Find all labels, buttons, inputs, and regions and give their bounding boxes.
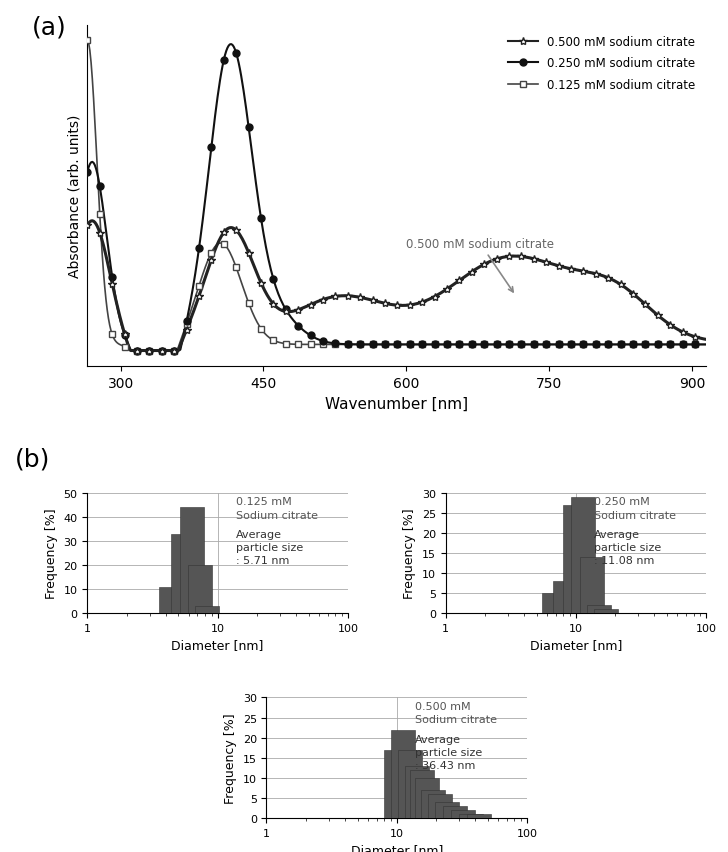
Bar (579, 557, 604, 613)
Bar (392, 729, 416, 818)
X-axis label: Wavenumber [nm]: Wavenumber [nm] (325, 396, 468, 411)
Bar (170, 534, 194, 613)
Bar (594, 609, 618, 613)
Text: 0.250 mM
Sodium citrate: 0.250 mM Sodium citrate (594, 497, 676, 520)
Text: Average
particle size
: 5.71 nm: Average particle size : 5.71 nm (236, 529, 303, 566)
Y-axis label: Absorbance (arb. units): Absorbance (arb. units) (68, 114, 82, 278)
Bar (405, 766, 429, 818)
Bar (542, 593, 566, 613)
Bar (553, 581, 577, 613)
Text: 0.500 mM sodium citrate: 0.500 mM sodium citrate (406, 238, 554, 292)
Y-axis label: Frequency [%]: Frequency [%] (45, 508, 58, 598)
Bar (410, 770, 434, 818)
X-axis label: Diameter [nm]: Diameter [nm] (351, 843, 443, 852)
Text: (a): (a) (32, 15, 66, 39)
Bar (159, 587, 183, 613)
Text: (b): (b) (15, 447, 50, 471)
Bar (195, 606, 219, 613)
Y-axis label: Frequency [%]: Frequency [%] (224, 712, 237, 803)
Bar (415, 778, 439, 818)
Text: Average
particle size
: 11.08 nm: Average particle size : 11.08 nm (594, 529, 661, 566)
Bar (422, 790, 446, 818)
Bar (398, 750, 422, 818)
Bar (451, 810, 475, 818)
Text: 0.500 mM
Sodium citrate: 0.500 mM Sodium citrate (415, 701, 497, 724)
Y-axis label: Frequency [%]: Frequency [%] (403, 508, 416, 598)
Bar (571, 497, 595, 613)
Bar (459, 814, 483, 818)
Bar (188, 565, 212, 613)
Bar (428, 794, 452, 818)
X-axis label: Diameter [nm]: Diameter [nm] (172, 639, 264, 652)
Bar (563, 505, 587, 613)
Text: Average
particle size
: 36.43 nm: Average particle size : 36.43 nm (415, 734, 482, 770)
Bar (384, 750, 408, 818)
Bar (435, 802, 459, 818)
Bar (467, 814, 491, 818)
Legend: 0.500 mM sodium citrate, 0.250 mM sodium citrate, 0.125 mM sodium citrate: 0.500 mM sodium citrate, 0.250 mM sodium… (504, 32, 700, 96)
Bar (180, 508, 204, 613)
X-axis label: Diameter [nm]: Diameter [nm] (530, 639, 622, 652)
Bar (443, 806, 467, 818)
Bar (587, 606, 612, 613)
Text: 0.125 mM
Sodium citrate: 0.125 mM Sodium citrate (236, 497, 318, 520)
